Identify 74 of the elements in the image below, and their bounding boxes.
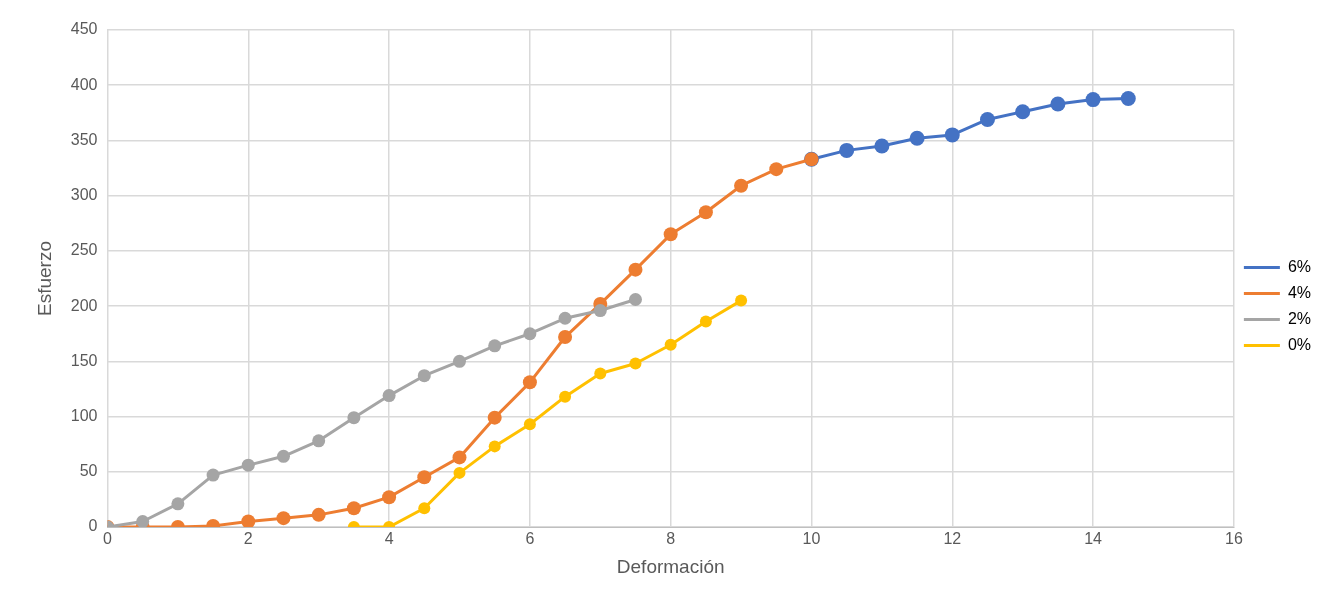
y-tick-label: 350 [70,130,98,148]
x-tick-label: 14 [1084,530,1103,548]
x-tick-label: 8 [666,530,676,548]
point [628,262,643,277]
point [593,304,607,318]
legend-label: 4% [1287,283,1311,301]
point [664,338,677,351]
y-tick-label: 0 [88,517,98,535]
point [311,507,326,522]
point [452,354,466,368]
x-tick-label: 4 [384,530,394,548]
point [417,470,432,485]
x-tick-label: 16 [1224,530,1243,548]
point [874,138,890,154]
point [979,111,995,127]
point [1120,90,1136,106]
point [558,311,572,325]
point [276,511,291,526]
y-tick-label: 400 [70,75,98,93]
point [663,227,678,242]
x-tick-label: 2 [243,530,253,548]
point [839,142,855,158]
point [453,466,466,479]
point [629,357,642,370]
point [488,339,502,353]
point [487,410,502,425]
point [171,497,185,511]
point [628,292,642,306]
x-tick-label: 10 [802,530,821,548]
legend-label: 2% [1287,309,1311,327]
point [452,450,467,465]
point [1015,104,1031,120]
point [241,514,256,527]
point [1050,96,1066,112]
point [909,130,925,146]
point [944,127,960,143]
point [488,440,501,453]
point [312,434,326,448]
x-tick-label: 12 [943,530,962,548]
point [346,501,361,516]
y-tick-label: 450 [70,20,98,38]
point [522,375,537,390]
y-tick-label: 50 [79,462,98,480]
point [206,468,220,482]
y-tick-label: 300 [70,186,98,204]
point [559,390,572,403]
point [1085,92,1101,108]
point [769,162,784,177]
legend-label: 0% [1287,335,1311,353]
point [699,315,712,328]
legend-label: 6% [1287,257,1311,275]
x-tick-label: 0 [103,530,113,548]
y-tick-label: 200 [70,296,98,314]
y-tick-label: 150 [70,351,98,369]
y-tick-label: 250 [70,241,98,259]
point [735,294,748,307]
point [523,418,536,431]
point [418,502,431,515]
point [382,389,396,403]
x-tick-label: 6 [525,530,535,548]
point [241,458,255,472]
point [734,178,749,193]
point [347,411,361,425]
point [276,449,290,463]
point [136,514,150,527]
x-axis-title: Deformación [616,555,725,577]
point [698,205,713,220]
point [594,367,607,380]
point [382,490,397,505]
point [417,369,431,383]
y-axis-title: Esfuerzo [33,241,55,316]
y-tick-label: 100 [70,406,98,424]
point [558,330,573,345]
point [523,327,537,341]
